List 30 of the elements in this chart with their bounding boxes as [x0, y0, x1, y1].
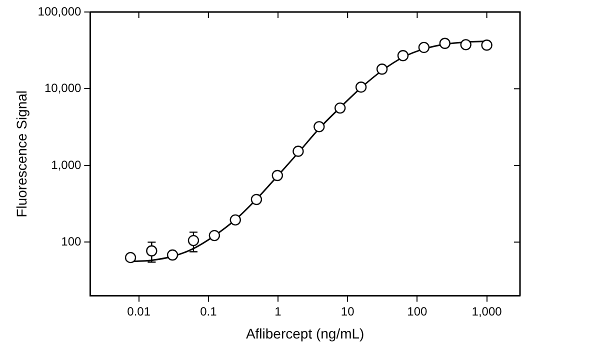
x-tick-label: 10 [340, 304, 355, 318]
point [334, 102, 346, 114]
point [439, 38, 450, 49]
point [397, 50, 409, 62]
y-tick-label: 1,000 [51, 158, 82, 172]
point [272, 170, 283, 182]
point [460, 39, 472, 50]
x-tick-label: 0.1 [200, 304, 218, 318]
y-tick-label: 100 [61, 234, 82, 248]
point [355, 82, 367, 93]
x-tick-label: 100 [407, 304, 428, 318]
point [166, 249, 178, 261]
x-tick-label: 0.01 [127, 304, 151, 318]
point [376, 64, 388, 75]
point [314, 121, 325, 132]
point [124, 252, 136, 264]
point [208, 230, 220, 242]
x-tick-label: 1,000 [472, 304, 502, 318]
point [481, 40, 492, 51]
y-axis-title: Fluorescence Signal [13, 90, 30, 218]
point [250, 194, 262, 206]
point [146, 245, 158, 256]
point [292, 146, 304, 157]
point [188, 234, 200, 246]
point [230, 214, 241, 226]
x-axis-title: Aflibercept (ng/mL) [246, 325, 364, 342]
point [418, 42, 430, 54]
y-tick-label: 10,000 [44, 81, 82, 96]
y-tick-label: 100,000 [38, 4, 82, 18]
x-tick-label: 1 [274, 304, 282, 318]
